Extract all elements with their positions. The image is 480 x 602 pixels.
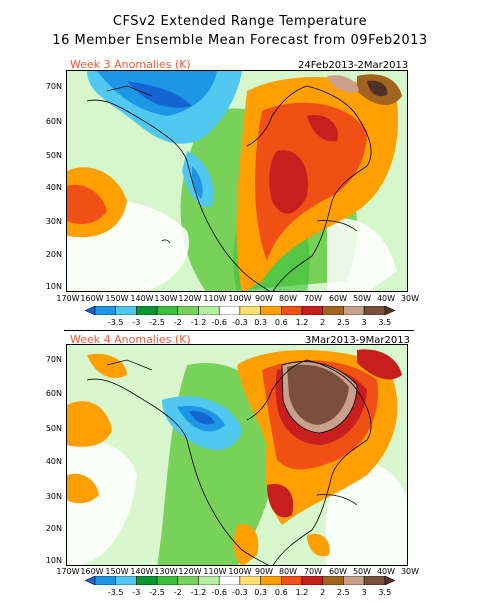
figure-title: CFSv2 Extended Range Temperature [112, 14, 368, 29]
lon-label: 110W [203, 294, 227, 303]
lon-label: 40W [376, 294, 396, 303]
week3-lon-axis: 170W 160W 150W 140W 130W 120W 110W 100W … [56, 294, 420, 304]
legend-label: -3 [132, 318, 141, 327]
lon-label: 30W [400, 294, 420, 303]
week4-label: Week 4 Anomalies (K) [70, 333, 191, 346]
week3-legend: -3.5 -3 -2.5 -2 -1.2 -0.6 -0.3 0.3 0.6 1… [65, 306, 420, 332]
week4-dates: 3Mar2013-9Mar2013 [305, 335, 410, 346]
lat-label: 10N [45, 282, 62, 291]
legend-label: -2.5 [149, 318, 165, 327]
lon-label: 140W [130, 567, 154, 576]
legend-label: 3.5 [378, 588, 392, 597]
lon-label: 80W [278, 294, 298, 303]
legend-label: -0.6 [211, 588, 227, 597]
lat-label: 20N [45, 524, 62, 533]
legend-label: -1.2 [190, 318, 207, 327]
legend-label: 0.3 [254, 588, 267, 597]
lon-label: 90W [254, 567, 274, 576]
lon-label: 70W [303, 294, 323, 303]
week4-lon-axis: 170W 160W 150W 140W 130W 120W 110W 100W … [56, 567, 420, 577]
lat-label: 20N [45, 250, 62, 259]
lat-label: 40N [45, 183, 62, 192]
lat-label: 70N [45, 355, 62, 364]
lon-label: 150W [105, 294, 129, 303]
lon-label: 130W [154, 294, 178, 303]
lat-label: 70N [45, 82, 62, 91]
legend-label: 2.5 [337, 318, 350, 327]
lat-label: 60N [45, 389, 62, 398]
lon-label: 110W [203, 567, 227, 576]
legend-label: 3 [361, 588, 367, 597]
legend-label: 0.3 [254, 318, 267, 327]
legend-label: -2 [173, 318, 182, 327]
week3-map [66, 70, 408, 292]
legend-label: -1.2 [190, 588, 207, 597]
lon-label: 170W [56, 567, 80, 576]
lat-label: 50N [45, 151, 62, 160]
lon-label: 100W [228, 567, 252, 576]
legend-label: -0.6 [211, 318, 227, 327]
legend-label: -3.5 [107, 318, 124, 327]
lon-label: 40W [376, 567, 396, 576]
legend-label: -3 [132, 588, 141, 597]
lon-label: 120W [178, 567, 202, 576]
colorbar [85, 576, 395, 585]
lat-label: 10N [45, 556, 62, 565]
colorbar [85, 306, 395, 315]
panel-separator [64, 330, 414, 331]
legend-label: 0.6 [274, 588, 288, 597]
legend-label: 2 [320, 588, 326, 597]
legend-label: 1.2 [295, 588, 309, 597]
lon-label: 70W [303, 567, 323, 576]
lon-label: 120W [178, 294, 202, 303]
legend-label: 0.6 [274, 318, 288, 327]
lon-label: 140W [130, 294, 154, 303]
lat-label: 30N [45, 217, 62, 226]
lon-label: 160W [80, 294, 104, 303]
legend-label: -2.5 [149, 588, 165, 597]
legend-label: -3.5 [107, 588, 124, 597]
lat-label: 60N [45, 117, 62, 126]
legend-label: -0.3 [232, 318, 248, 327]
lon-label: 60W [328, 567, 348, 576]
week4-legend: -3.5 -3 -2.5 -2 -1.2 -0.6 -0.3 0.3 0.6 1… [65, 576, 420, 602]
week3-anomaly-map [67, 71, 407, 291]
lat-label: 50N [45, 424, 62, 433]
legend-label: 2.5 [337, 588, 350, 597]
lon-label: 90W [254, 294, 274, 303]
lon-label: 80W [278, 567, 298, 576]
legend-label: 2 [320, 318, 326, 327]
lat-label: 30N [45, 492, 62, 501]
legend-label: 1.2 [295, 318, 309, 327]
lon-label: 30W [400, 567, 420, 576]
lon-label: 170W [56, 294, 80, 303]
week3-label: Week 3 Anomalies (K) [70, 58, 191, 71]
week4-map [66, 344, 408, 566]
lon-label: 160W [80, 567, 104, 576]
lon-label: 60W [328, 294, 348, 303]
lat-label: 40N [45, 457, 62, 466]
lon-label: 150W [105, 567, 129, 576]
week4-anomaly-map [67, 345, 407, 565]
figure-subtitle: 16 Member Ensemble Mean Forecast from 09… [52, 33, 428, 48]
legend-label: 3.5 [378, 318, 392, 327]
legend-label: -2 [173, 588, 182, 597]
lon-label: 50W [352, 294, 372, 303]
lon-label: 100W [228, 294, 252, 303]
legend-label: 3 [361, 318, 367, 327]
lon-label: 50W [352, 567, 372, 576]
lon-label: 130W [154, 567, 178, 576]
legend-label: -0.3 [232, 588, 248, 597]
week3-dates: 24Feb2013-2Mar2013 [298, 60, 409, 71]
